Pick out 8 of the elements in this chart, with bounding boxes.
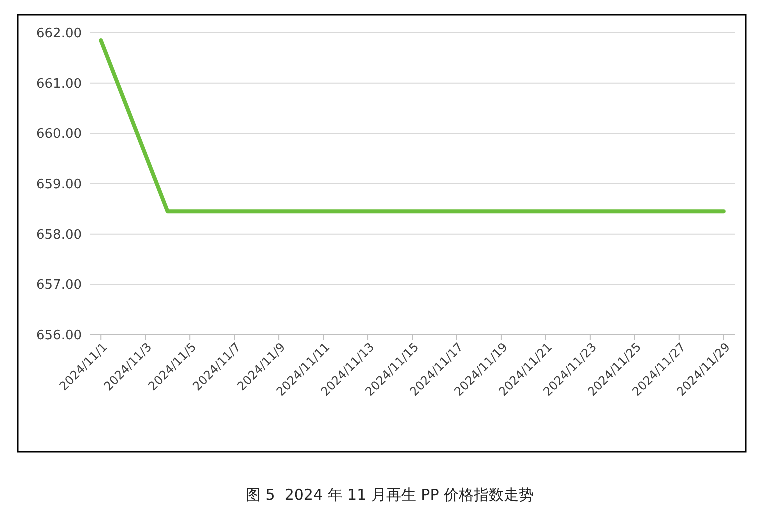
caption: 图 5 2024 年 11 月再生 PP 价格指数走势 [246,486,534,504]
y-tick-label: 658.00 [36,228,82,243]
y-tick-label: 660.00 [36,127,82,142]
y-tick-label: 661.00 [36,76,82,92]
y-tick-label: 659.00 [36,178,82,193]
y-tick-label: 656.00 [36,328,82,344]
y-tick-label: 657.00 [36,278,82,294]
y-tick-label: 662.00 [36,26,82,42]
